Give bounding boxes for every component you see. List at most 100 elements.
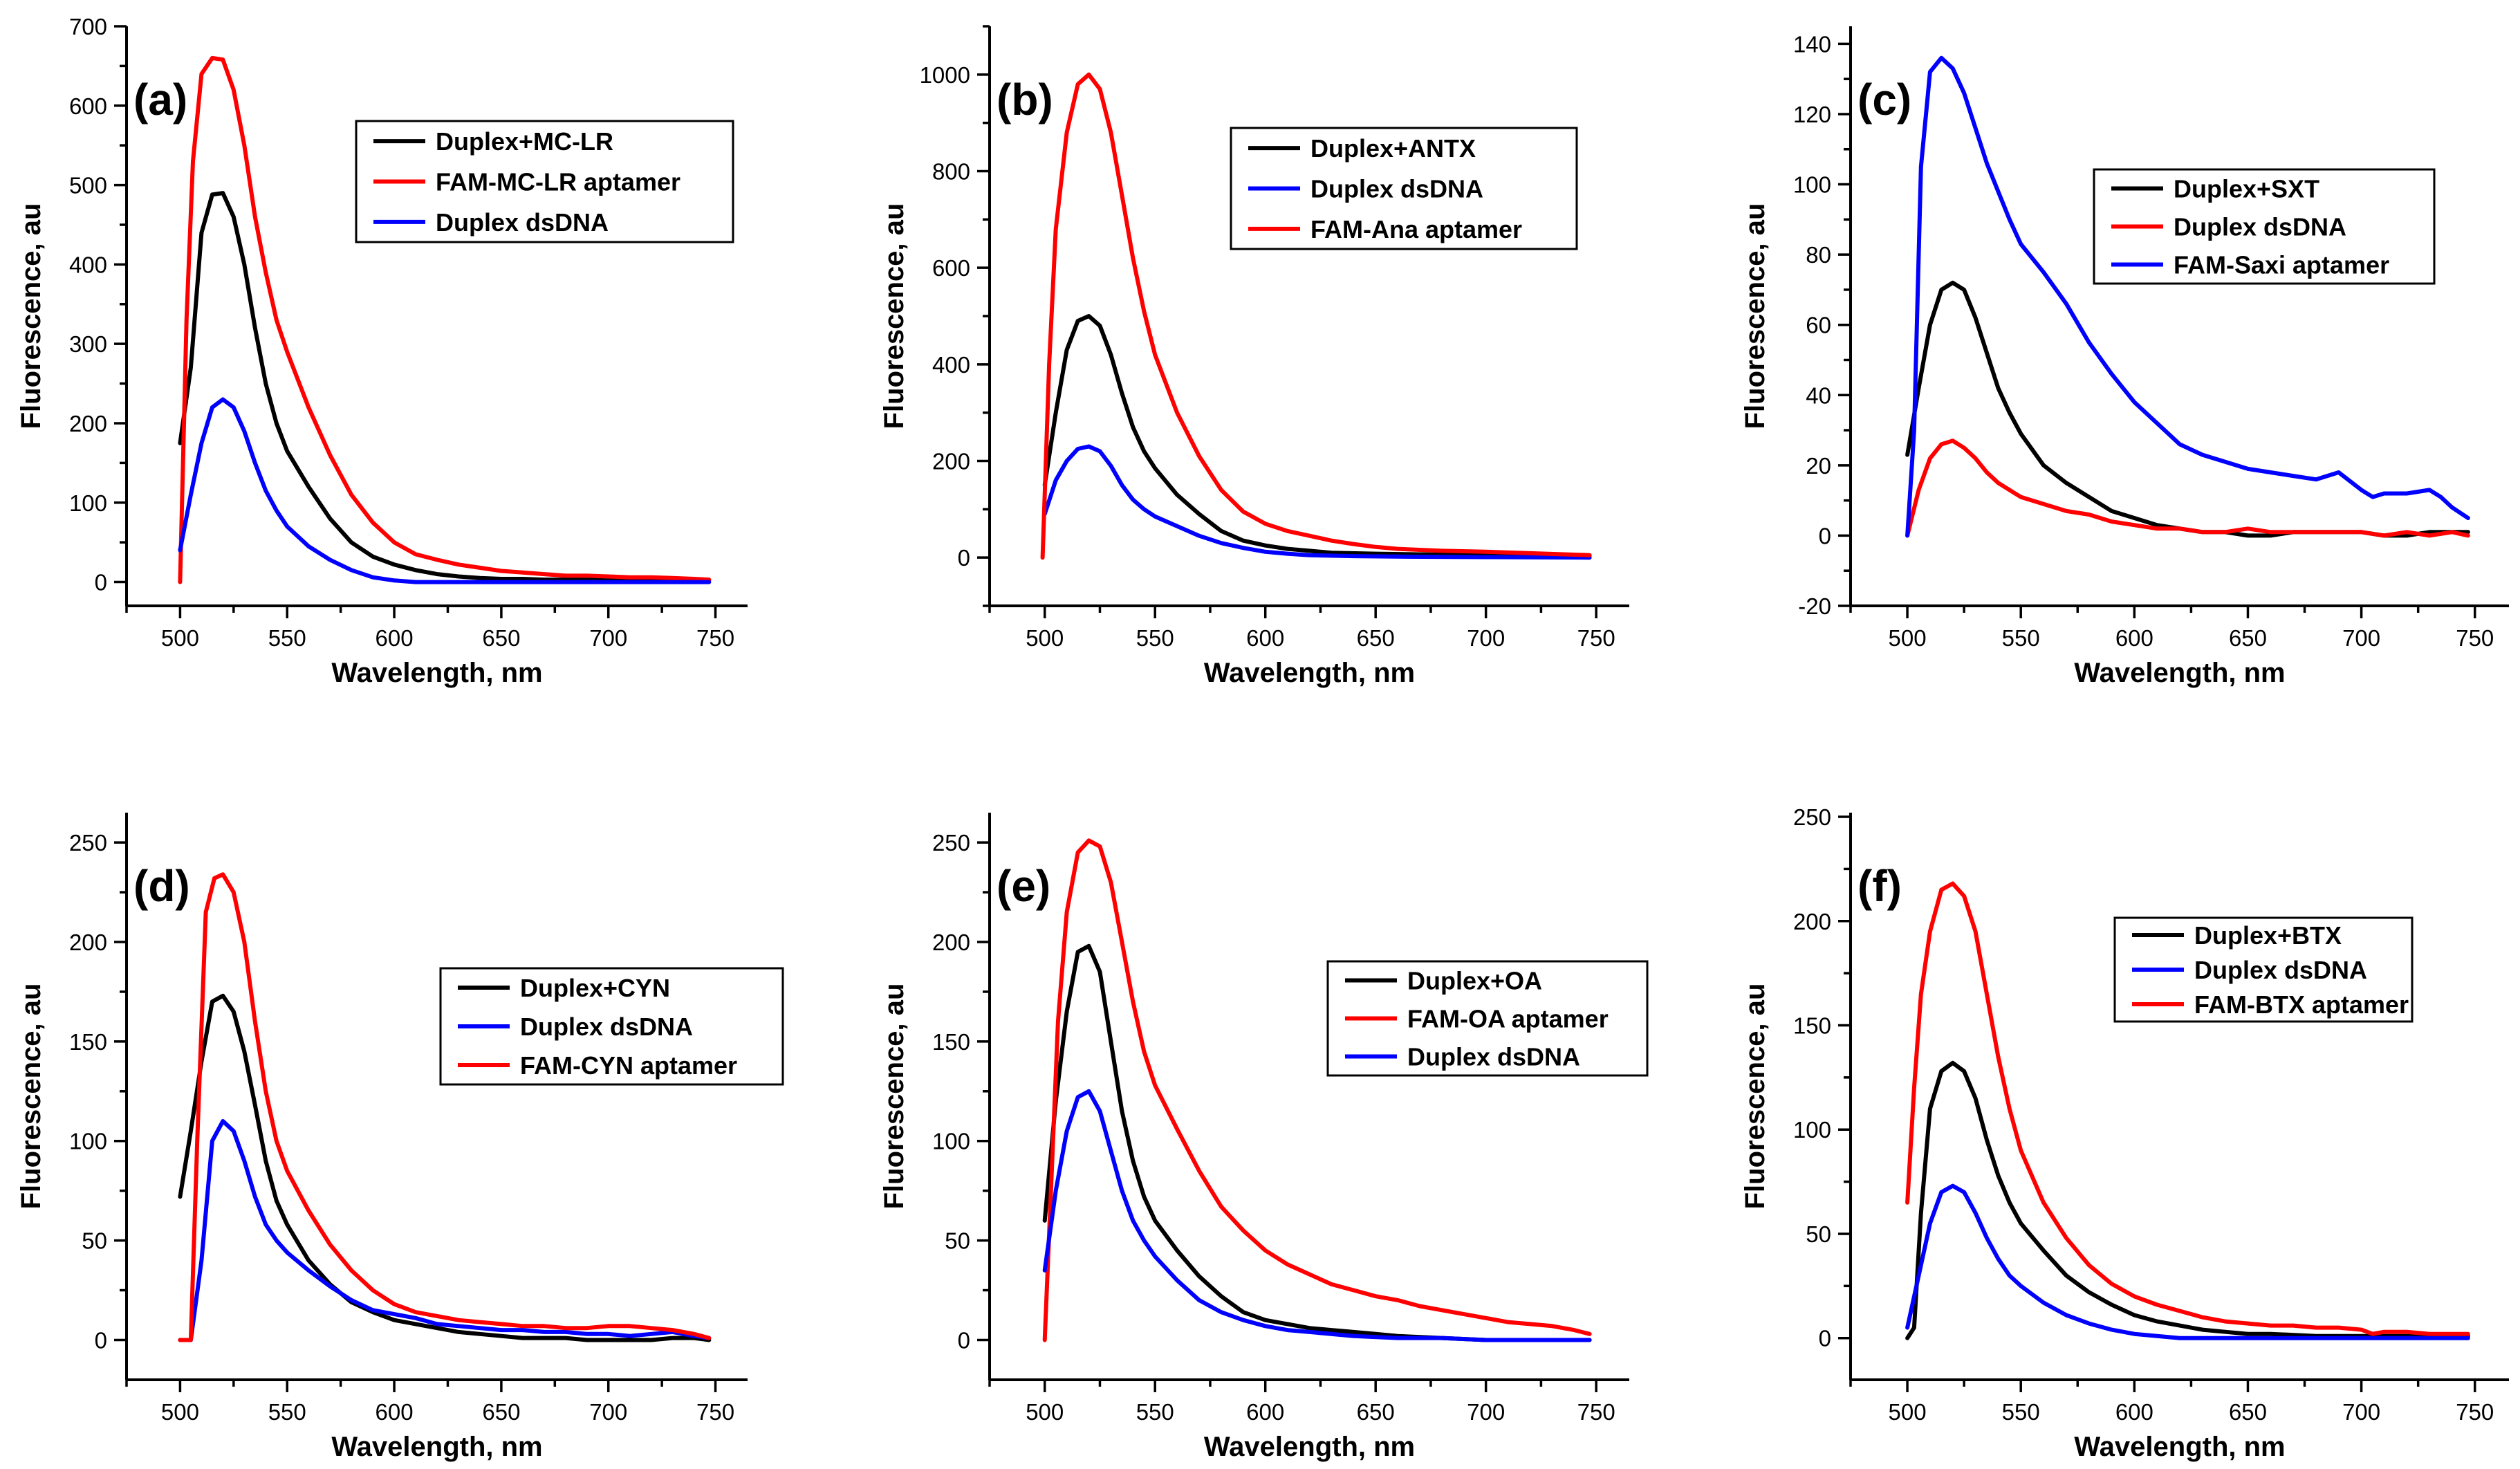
legend: Duplex+ANTX Duplex dsDNA FAM-Ana aptamer <box>1230 127 1578 250</box>
series-line-fam-cyn-aptamer <box>178 872 712 1342</box>
series-line-duplex-dsdna <box>1905 1183 2470 1340</box>
series-line-fam-ana-aptamer <box>1040 72 1592 560</box>
y-axis-title: Fluorescence, au <box>879 983 909 1210</box>
x-tick-label: 750 <box>1577 1399 1615 1425</box>
series-line-fam-saxi-aptamer <box>1905 55 2470 538</box>
series-line-duplex-dsdna <box>178 1119 712 1342</box>
x-tick-label: 550 <box>268 625 306 651</box>
x-tick-label: 550 <box>2002 625 2040 651</box>
legend: Duplex+SXT Duplex dsDNA FAM-Saxi aptamer <box>2093 168 2436 285</box>
legend-entry: Duplex+BTX <box>2194 921 2342 950</box>
legend-entry: Duplex+ANTX <box>1310 134 1476 163</box>
legend: Duplex+CYN Duplex dsDNA FAM-CYN aptamer <box>439 967 784 1086</box>
y-tick-label: 250 <box>932 830 970 856</box>
panel-label: (b) <box>997 75 1053 124</box>
x-axis-title: Wavelength, nm <box>1204 1432 1415 1462</box>
panel-label: (c) <box>1857 75 1911 124</box>
y-tick-label: 1000 <box>920 62 970 88</box>
legend-entry: Duplex+OA <box>1407 967 1542 995</box>
chart-panel-3: 500 550 600 650 700 750 0 50 100 150 200 250 Wavelen… <box>16 813 784 1462</box>
x-tick-label: 750 <box>696 625 734 651</box>
x-tick-label: 600 <box>1246 1399 1284 1425</box>
x-tick-label: 500 <box>1889 1399 1927 1425</box>
x-tick-label: 600 <box>1246 625 1284 651</box>
x-tick-label: 650 <box>482 1399 520 1425</box>
legend-entry: FAM-BTX aptamer <box>2194 990 2409 1019</box>
x-tick-label: 550 <box>268 1399 306 1425</box>
x-tick-label: 700 <box>2342 625 2380 651</box>
y-tick-label: 100 <box>1793 1117 1831 1143</box>
y-axis-title: Fluorescence, au <box>1740 983 1770 1210</box>
legend-entry: Duplex+CYN <box>520 974 670 1002</box>
y-tick-label: 0 <box>95 570 107 595</box>
x-tick-label: 750 <box>2456 1399 2494 1425</box>
x-axis-title: Wavelength, nm <box>2074 1432 2285 1462</box>
x-axis-title: Wavelength, nm <box>331 658 542 688</box>
chart-panel-1: 500 550 600 650 700 750 0 200 400 600 800 1000 Wavel… <box>879 25 1629 688</box>
y-tick-label: 80 <box>1806 242 1831 268</box>
y-tick-label: 200 <box>1793 909 1831 934</box>
y-tick-label: 400 <box>932 352 970 378</box>
y-axis-title: Fluorescence, au <box>16 203 46 429</box>
series-line-duplex-oa <box>1042 943 1592 1342</box>
legend: Duplex+MC-LR FAM-MC-LR aptamer Duplex dsDN… <box>355 120 734 243</box>
y-tick-label: 100 <box>1793 172 1831 198</box>
chart-panel-5: 500 550 600 650 700 750 0 50 100 150 200 250 Wavelen… <box>1740 804 2509 1462</box>
series-line-fam-btx-aptamer <box>1905 881 2470 1336</box>
x-tick-label: 500 <box>1026 1399 1064 1425</box>
series-line-duplex-dsdna <box>1042 444 1592 560</box>
y-tick-label: 150 <box>1793 1013 1831 1039</box>
x-tick-label: 600 <box>2115 1399 2153 1425</box>
x-tick-label: 650 <box>482 625 520 651</box>
y-tick-label: 100 <box>69 1129 107 1154</box>
panel-label: (a) <box>133 75 187 124</box>
series-line-duplex-dsdna <box>1905 438 2470 538</box>
legend-entry: Duplex dsDNA <box>2174 213 2346 241</box>
x-tick-label: 700 <box>1467 625 1505 651</box>
y-tick-label: 20 <box>1806 453 1831 479</box>
y-axis-title: Fluorescence, au <box>879 203 909 429</box>
y-tick-label: 250 <box>1793 804 1831 830</box>
y-tick-label: 50 <box>1806 1221 1831 1247</box>
y-tick-label: 600 <box>932 255 970 281</box>
legend-entry: Duplex+SXT <box>2174 175 2319 203</box>
chart-panel-0: 500 550 600 650 700 750 0 100 200 300 400 500 600 700… <box>16 14 748 688</box>
y-tick-label: 100 <box>69 490 107 516</box>
x-tick-label: 550 <box>1136 1399 1174 1425</box>
y-tick-label: 700 <box>69 14 107 39</box>
y-tick-label: 150 <box>932 1029 970 1055</box>
x-axis-title: Wavelength, nm <box>1204 658 1415 688</box>
y-tick-label: 200 <box>932 930 970 955</box>
x-tick-label: 650 <box>1357 1399 1395 1425</box>
x-tick-label: 600 <box>376 1399 414 1425</box>
chart-panel-4: 500 550 600 650 700 750 0 50 100 150 200 250 Wavelen… <box>879 813 1649 1462</box>
series-line-duplex-mc-lr <box>178 191 712 583</box>
series-line-fam-mc-lr-aptamer <box>178 55 712 584</box>
panel-label: (e) <box>997 861 1050 911</box>
y-tick-label: 140 <box>1793 31 1831 57</box>
legend-entry: Duplex dsDNA <box>1310 175 1483 203</box>
x-tick-label: 700 <box>1467 1399 1505 1425</box>
y-tick-label: -20 <box>1798 593 1831 619</box>
x-axis-title: Wavelength, nm <box>2074 658 2285 688</box>
legend: Duplex+OA FAM-OA aptamer Duplex dsDNA <box>1326 960 1649 1077</box>
y-tick-label: 300 <box>69 331 107 357</box>
y-tick-label: 0 <box>95 1327 107 1353</box>
y-tick-label: 200 <box>69 930 107 955</box>
x-tick-label: 500 <box>161 625 199 651</box>
series-line-duplex-dsdna <box>1042 1089 1592 1342</box>
x-tick-label: 600 <box>376 625 414 651</box>
panel-label: (f) <box>1857 861 1902 911</box>
legend-entry: FAM-OA aptamer <box>1407 1005 1609 1033</box>
y-tick-label: 150 <box>69 1029 107 1055</box>
legend-entry: Duplex dsDNA <box>436 208 609 237</box>
series-line-duplex-dsdna <box>178 397 712 584</box>
legend-entry: Duplex+MC-LR <box>436 127 613 156</box>
y-tick-label: 600 <box>69 93 107 119</box>
x-axis-title: Wavelength, nm <box>331 1432 542 1462</box>
x-tick-label: 650 <box>2229 625 2267 651</box>
chart-panel-2: 500 550 600 650 700 750 -20 0 20 40 60 80 100 120 140 W… <box>1740 26 2509 688</box>
y-tick-label: 500 <box>69 173 107 198</box>
x-tick-label: 600 <box>2115 625 2153 651</box>
x-tick-label: 500 <box>1026 625 1064 651</box>
